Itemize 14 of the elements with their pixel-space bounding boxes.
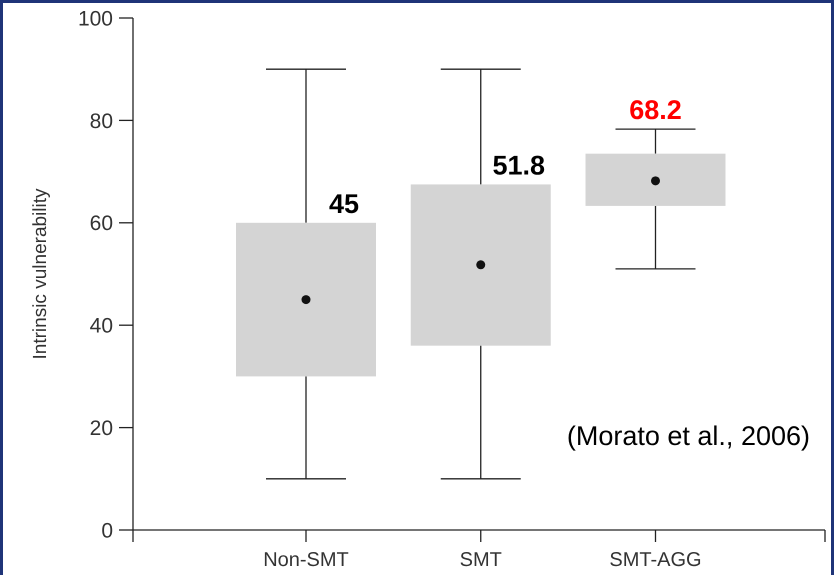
annotation: 45 xyxy=(328,188,360,219)
annotation: (Morato et al., 2006) xyxy=(566,421,810,451)
y-tick-label: 0 xyxy=(101,519,113,542)
y-tick-label: 20 xyxy=(90,416,113,440)
y-tick-label: 60 xyxy=(90,212,113,236)
y-tick-label: 100 xyxy=(78,7,113,30)
annotation: 51.8 xyxy=(492,150,546,180)
annotation: 68.2 xyxy=(629,95,682,126)
x-tick-label: Non-SMT xyxy=(263,549,349,571)
y-tick-label: 80 xyxy=(90,110,113,133)
x-tick-label: SMT-AGG xyxy=(609,549,702,571)
y-axis-title: Intrinsic vulnerability xyxy=(30,188,51,360)
y-tick-label: 40 xyxy=(90,314,113,338)
x-tick-label: SMT xyxy=(460,549,502,571)
